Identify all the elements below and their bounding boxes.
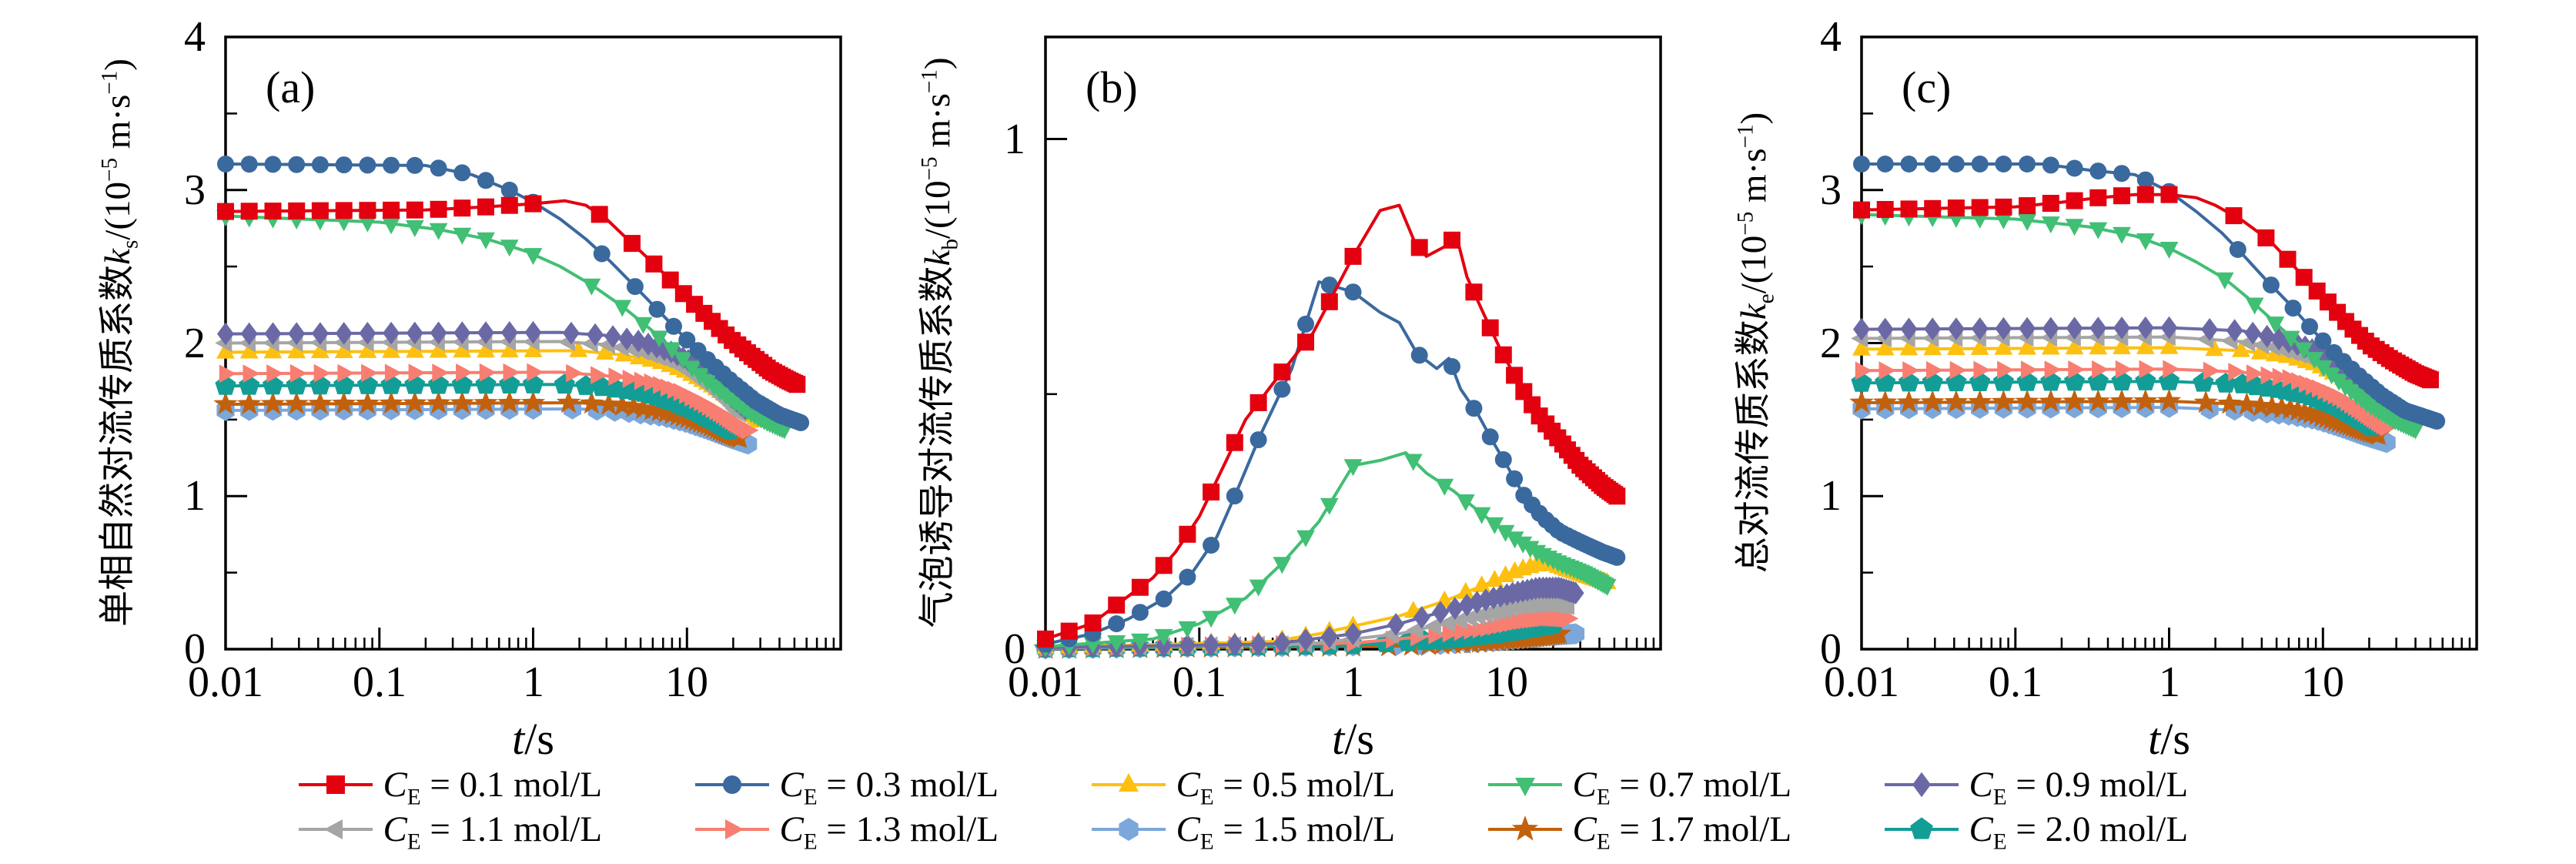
- legend-item-label: CE = 1.1 mol/L: [383, 809, 603, 855]
- legend: CE = 0.1 mol/L CE = 0.3 mol/L CE = 0.5 mol…: [0, 764, 2576, 855]
- y-tick-label: 3: [1820, 166, 1842, 214]
- legend-item: CE = 0.7 mol/L: [1487, 764, 1883, 810]
- y-tick-label: 2: [184, 320, 206, 367]
- y-tick-label: 2: [1820, 320, 1842, 367]
- series-markers: [219, 363, 759, 440]
- panel-b-y-axis-label: 气泡诱导对流传质系数kb/(10−5 m·s−1): [917, 57, 963, 628]
- legend-pentagon-icon: [1884, 817, 1959, 839]
- series-markers: [1853, 156, 2446, 430]
- y-tick-label: 4: [1820, 13, 1842, 61]
- legend-row: CE = 1.1 mol/L CE = 1.3 mol/L CE = 1.5 mol…: [297, 809, 2280, 855]
- x-tick-label: 1: [1343, 658, 1364, 706]
- legend-square-icon: [298, 775, 373, 794]
- panel-b-x-axis-label: t/s: [1332, 714, 1374, 764]
- legend-item: CE = 0.1 mol/L: [297, 764, 694, 810]
- legend-item-label: CE = 0.9 mol/L: [1969, 765, 2189, 810]
- x-tick-label: 1: [523, 658, 544, 706]
- y-tick-label: 4: [184, 13, 206, 61]
- panel-c-y-axis-label: 总对流传质系数ke/(10−5 m·s−1): [1733, 112, 1779, 574]
- legend-hexagon-icon: [1091, 818, 1166, 841]
- y-tick-label: 0: [1004, 625, 1025, 673]
- x-tick-label: 10: [1485, 658, 1528, 706]
- legend-item-label: CE = 0.5 mol/L: [1176, 765, 1396, 810]
- legend-item-label: CE = 1.3 mol/L: [779, 809, 999, 855]
- legend-item-label: CE = 0.1 mol/L: [383, 765, 603, 810]
- x-tick-label: 0.1: [1173, 658, 1226, 706]
- legend-item-label: CE = 1.7 mol/L: [1572, 809, 1792, 855]
- x-tick-label: 10: [665, 658, 708, 706]
- legend-triangle-left-icon: [298, 819, 373, 839]
- legend-item: CE = 2.0 mol/L: [1883, 809, 2280, 855]
- x-tick-label: 0.1: [1989, 658, 2042, 706]
- legend-circle-icon: [694, 775, 769, 794]
- legend-item: CE = 0.3 mol/L: [694, 764, 1090, 810]
- legend-star-icon: [1487, 815, 1562, 841]
- series-markers: [1853, 186, 2439, 389]
- series-markers: [1036, 454, 1617, 658]
- y-tick-label: 0: [1820, 625, 1842, 673]
- series-markers: [1037, 231, 1626, 648]
- legend-item: CE = 1.1 mol/L: [297, 809, 694, 855]
- legend-diamond-icon: [1884, 772, 1959, 798]
- y-tick-label: 0: [184, 625, 206, 673]
- panel-a-x-axis-label: t/s: [512, 714, 554, 764]
- panel-c-tag: (c): [1902, 62, 1952, 112]
- y-tick-label: 1: [1820, 472, 1842, 520]
- legend-item-label: CE = 2.0 mol/L: [1969, 809, 2189, 855]
- y-tick-label: 1: [1004, 116, 1025, 163]
- panel-c-x-axis-label: t/s: [2148, 714, 2190, 764]
- legend-item-label: CE = 1.5 mol/L: [1176, 809, 1396, 855]
- legend-triangle-up-icon: [1091, 773, 1166, 792]
- y-tick-label: 3: [184, 166, 206, 214]
- x-tick-label: 1: [2159, 658, 2180, 706]
- legend-item: CE = 0.9 mol/L: [1883, 764, 2280, 810]
- legend-triangle-down-icon: [1487, 778, 1562, 796]
- series-markers: [217, 195, 806, 393]
- legend-item: CE = 1.5 mol/L: [1090, 809, 1487, 855]
- x-tick-label: 0.1: [353, 658, 406, 706]
- series-markers: [1852, 208, 2425, 440]
- legend-row: CE = 0.1 mol/L CE = 0.3 mol/L CE = 0.5 mol…: [297, 764, 2280, 810]
- series-markers: [217, 156, 810, 431]
- series-markers: [1037, 576, 1584, 659]
- y-tick-label: 1: [184, 472, 206, 520]
- x-tick-label: 0.01: [1824, 658, 1899, 706]
- legend-item: CE = 1.7 mol/L: [1487, 809, 1883, 855]
- legend-item: CE = 1.3 mol/L: [694, 809, 1090, 855]
- legend-triangle-right-icon: [694, 819, 769, 839]
- panel-a-tag: (a): [266, 62, 316, 112]
- panel-a-y-axis-label: 单相自然对流传质系数ks/(10−5 m·s−1): [97, 59, 143, 627]
- legend-item: CE = 0.5 mol/L: [1090, 764, 1487, 810]
- x-tick-label: 0.01: [1008, 658, 1083, 706]
- x-tick-label: 0.01: [188, 658, 263, 706]
- legend-item-label: CE = 0.7 mol/L: [1572, 765, 1792, 810]
- x-tick-label: 10: [2301, 658, 2344, 706]
- panel-b-tag: (b): [1086, 62, 1138, 112]
- legend-item-label: CE = 0.3 mol/L: [779, 765, 999, 810]
- series-markers: [1855, 360, 2397, 437]
